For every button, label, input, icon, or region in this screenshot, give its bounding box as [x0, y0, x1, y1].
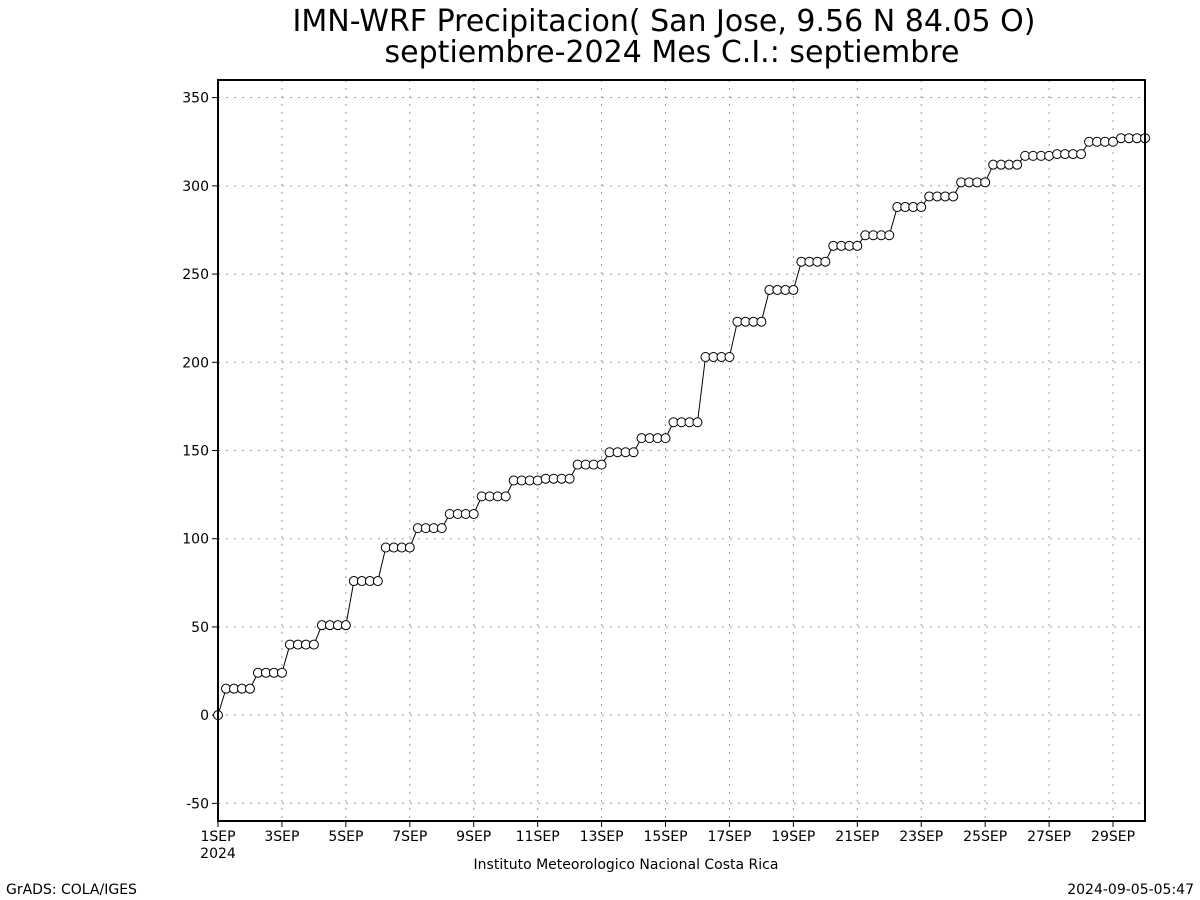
- footer-credit: GrADS: COLA/IGES: [6, 882, 137, 898]
- x-axis-label: Instituto Meteorologico Nacional Costa R…: [474, 857, 779, 873]
- x-tick-label: 7SEP: [392, 829, 427, 845]
- data-point: [244, 683, 255, 694]
- data-point: [500, 491, 511, 502]
- x-tick-label: 29SEP: [1091, 829, 1135, 845]
- chart-subtitle: septiembre-2024 Mes C.I.: septiembre: [385, 35, 960, 70]
- x-tick-label: 11SEP: [516, 829, 560, 845]
- y-tick-label: 150: [182, 444, 209, 460]
- data-point: [468, 509, 479, 520]
- y-tick-label: 250: [182, 267, 209, 283]
- y-tick-label: 300: [182, 179, 209, 195]
- data-point: [532, 475, 543, 486]
- x-tick-label: 21SEP: [835, 829, 879, 845]
- data-point: [308, 639, 319, 650]
- data-point: [596, 459, 607, 470]
- x-tick-label: 27SEP: [1027, 829, 1071, 845]
- x-tick-label: 19SEP: [771, 829, 815, 845]
- y-tick-label: 100: [182, 532, 209, 548]
- data-point: [404, 542, 415, 553]
- x-tick-label: 25SEP: [963, 829, 1007, 845]
- data-point: [340, 620, 351, 631]
- y-tick-label: 350: [182, 91, 209, 107]
- grid: [217, 80, 1145, 821]
- data-point: [820, 256, 831, 267]
- data-point: [948, 191, 959, 202]
- data-point: [852, 240, 863, 251]
- data-point: [660, 433, 671, 444]
- data-point: [980, 177, 991, 188]
- data-point: [1012, 159, 1023, 170]
- y-tick-label: -50: [186, 796, 209, 812]
- x-tick-label: 3SEP: [264, 829, 299, 845]
- series-points: [213, 133, 1150, 721]
- data-point: [564, 473, 575, 484]
- data-point: [692, 417, 703, 428]
- y-tick-label: 200: [182, 355, 209, 371]
- x-tick-label: 17SEP: [707, 829, 751, 845]
- data-point: [1076, 149, 1087, 160]
- data-point: [1044, 150, 1055, 161]
- data-point: [628, 447, 639, 458]
- x-tick-sublabel: 2024: [200, 846, 236, 862]
- data-point: [436, 523, 447, 534]
- data-point: [276, 667, 287, 678]
- data-point: [788, 284, 799, 295]
- chart-title: IMN-WRF Precipitacion( San Jose, 9.56 N …: [293, 4, 1036, 39]
- x-tick-label: 15SEP: [644, 829, 688, 845]
- data-point: [884, 230, 895, 241]
- x-tick-label: 5SEP: [328, 829, 363, 845]
- data-point: [724, 351, 735, 362]
- y-tick-label: 50: [191, 620, 209, 636]
- y-tick-label: 0: [200, 708, 209, 724]
- x-tick-label: 13SEP: [580, 829, 624, 845]
- data-point: [916, 202, 927, 213]
- x-tick-label: 9SEP: [456, 829, 491, 845]
- data-point: [756, 316, 767, 327]
- x-tick-label: 1SEP: [200, 829, 235, 845]
- x-tick-label: 23SEP: [899, 829, 943, 845]
- footer-timestamp: 2024-09-05-05:47: [1067, 882, 1194, 898]
- y-axis-ticks: -50 0 50 100 150 200 250 300 350: [182, 91, 218, 812]
- plot-frame: [217, 79, 1146, 822]
- data-point: [372, 576, 383, 587]
